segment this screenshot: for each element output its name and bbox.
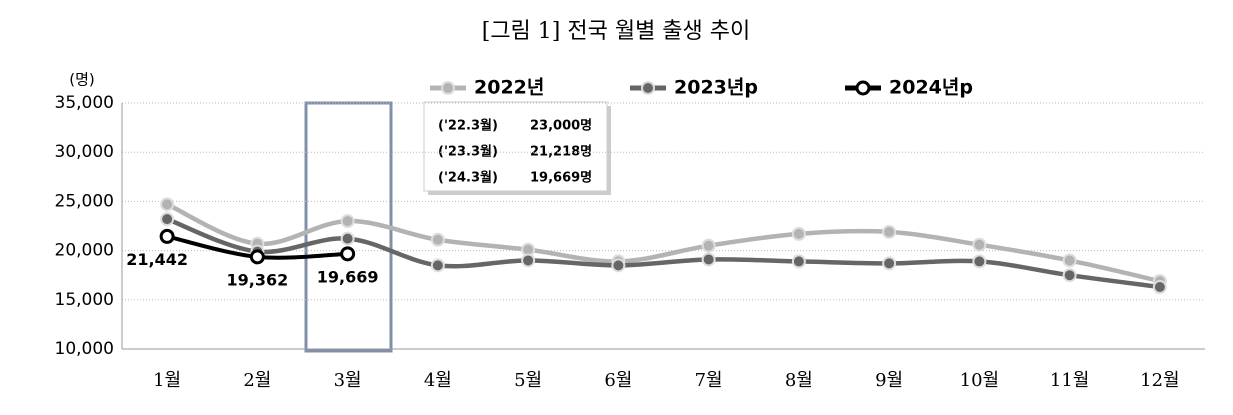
annotation-text: 19,669명 — [530, 170, 592, 186]
marker — [521, 253, 536, 268]
series-line — [166, 216, 1161, 290]
annotation-text: ('23.3월) — [438, 144, 498, 160]
marker — [791, 254, 806, 269]
annotation-text: 23,000명 — [530, 118, 592, 134]
x-tick-label: 6월 — [604, 370, 632, 391]
x-tick-label: 7월 — [695, 370, 723, 391]
x-tick-label: 9월 — [875, 370, 903, 391]
marker — [340, 214, 355, 229]
series-line — [166, 202, 1161, 284]
x-tick-label: 3월 — [334, 370, 362, 391]
y-tick-label: 20,000 — [55, 241, 114, 261]
marker — [160, 212, 175, 227]
legend-label: 2024년p — [889, 77, 973, 99]
legend-marker — [641, 81, 655, 95]
x-tick-label: 12월 — [1140, 370, 1179, 391]
marker — [159, 228, 175, 244]
marker — [701, 252, 716, 267]
x-tick-label: 11월 — [1050, 370, 1089, 391]
marker — [160, 197, 175, 212]
annotation-text: ('24.3월) — [438, 170, 498, 186]
legend-marker — [441, 81, 455, 95]
marker — [972, 237, 987, 252]
y-unit: (명) — [69, 71, 95, 89]
y-tick-label: 30,000 — [55, 142, 114, 162]
annotation-text: 21,218명 — [530, 144, 592, 160]
y-tick-label: 15,000 — [55, 290, 114, 310]
x-tick-label: 10월 — [960, 370, 999, 391]
annotation-box: ('22.3월) 23,000명 ('23.3월) 21,218명 ('24.3월) 19… — [423, 101, 611, 195]
marker — [1062, 253, 1077, 268]
y-tick-label: 10,000 — [55, 339, 114, 359]
y-tick-label: 25,000 — [55, 191, 114, 211]
marker — [791, 226, 806, 241]
x-tick-label: 1월 — [153, 370, 181, 391]
x-tick-label: 4월 — [424, 370, 452, 391]
marker — [972, 254, 987, 269]
marker — [340, 231, 355, 246]
marker — [430, 232, 445, 247]
legend-label: 2023년p — [674, 77, 758, 99]
y-tick-label: 35,000 — [55, 93, 114, 113]
chart-title: [그림 1] 전국 월별 출생 추이 — [482, 19, 751, 44]
annotation-bg — [423, 101, 608, 192]
data-label: 19,362 — [227, 270, 289, 289]
data-label: 21,442 — [126, 250, 188, 269]
marker — [249, 249, 265, 265]
marker — [340, 246, 356, 262]
marker — [1062, 268, 1077, 283]
marker — [1152, 280, 1167, 295]
marker — [430, 258, 445, 273]
x-tick-label: 8월 — [785, 370, 813, 391]
annotation-text: ('22.3월) — [438, 118, 498, 134]
legend-label: 2022년 — [474, 77, 544, 99]
legend-marker — [855, 80, 871, 96]
x-tick-label: 2월 — [243, 370, 271, 391]
marker — [882, 256, 897, 271]
marker — [701, 238, 716, 253]
marker — [882, 224, 897, 239]
x-tick-label: 5월 — [514, 370, 542, 391]
data-label: 19,669 — [317, 267, 379, 286]
marker — [611, 258, 626, 273]
